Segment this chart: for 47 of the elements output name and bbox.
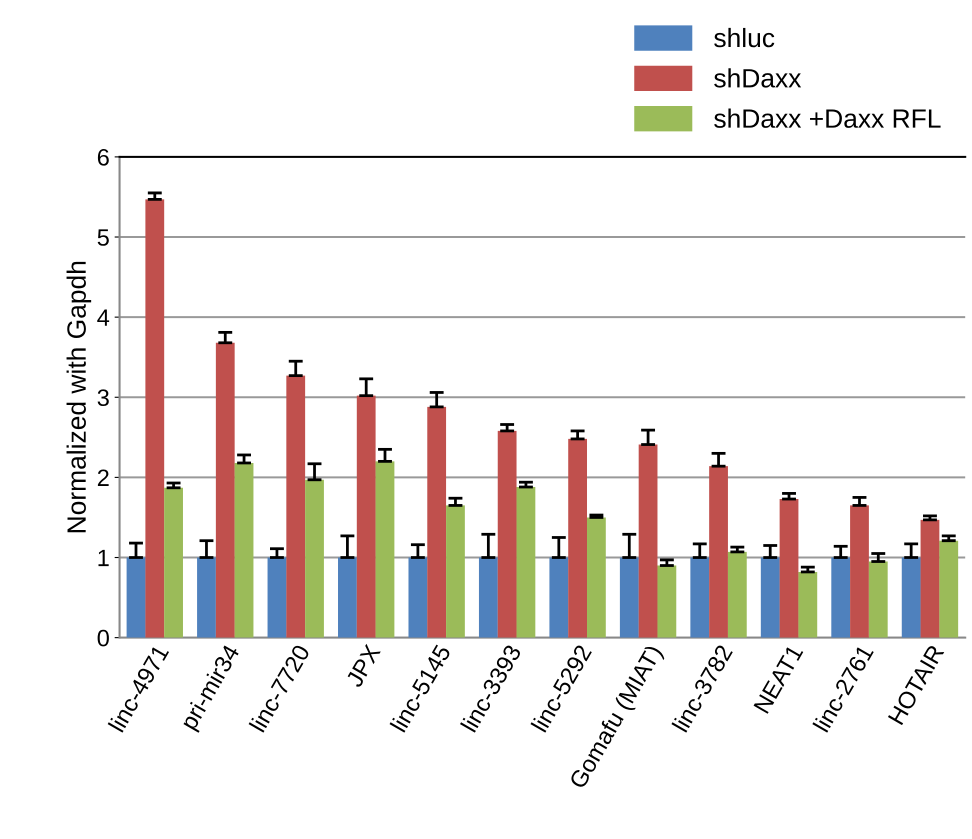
bar bbox=[657, 566, 676, 638]
bar bbox=[587, 517, 606, 638]
bar bbox=[126, 558, 146, 638]
bar bbox=[356, 396, 376, 638]
bar bbox=[498, 430, 517, 638]
y-tick-label: 4 bbox=[97, 309, 110, 326]
bar bbox=[831, 558, 850, 638]
bar bbox=[478, 558, 498, 638]
y-tick-label: 2 bbox=[98, 469, 109, 486]
bar bbox=[234, 462, 254, 638]
bar bbox=[620, 558, 639, 638]
bar bbox=[376, 461, 394, 638]
bar bbox=[760, 558, 780, 638]
bar bbox=[427, 406, 446, 638]
y-tick-label: 5 bbox=[98, 229, 109, 246]
bar bbox=[920, 520, 940, 638]
bar bbox=[446, 505, 465, 638]
y-tick-label: 6 bbox=[98, 148, 109, 166]
bar bbox=[338, 558, 357, 638]
y-tick-label: 1 bbox=[98, 550, 109, 566]
bar bbox=[286, 376, 306, 638]
bar bbox=[638, 444, 658, 638]
legend-label: shDaxx bbox=[714, 68, 802, 88]
bar bbox=[164, 488, 183, 638]
bar bbox=[197, 558, 216, 638]
bar bbox=[939, 540, 958, 638]
bar bbox=[709, 466, 728, 638]
bar bbox=[305, 480, 324, 638]
bar bbox=[268, 558, 286, 638]
y-tick-label: 3 bbox=[98, 389, 109, 406]
bar bbox=[728, 552, 747, 638]
bar bbox=[516, 487, 536, 638]
bar bbox=[690, 558, 710, 638]
bar bbox=[902, 558, 921, 638]
bar bbox=[780, 499, 798, 638]
bar bbox=[549, 558, 568, 638]
legend-label: shDaxx +Daxx RFL bbox=[714, 108, 941, 128]
bar bbox=[798, 572, 818, 638]
bar bbox=[868, 562, 888, 638]
bar bbox=[216, 342, 235, 638]
legend-label: shluc bbox=[714, 28, 774, 48]
bar bbox=[850, 505, 869, 638]
bar bbox=[145, 199, 164, 638]
bar bbox=[568, 438, 588, 638]
bar bbox=[408, 558, 428, 638]
y-tick-label: 0 bbox=[98, 630, 109, 646]
y-axis-title: Normalized with Gapdh bbox=[66, 262, 92, 532]
